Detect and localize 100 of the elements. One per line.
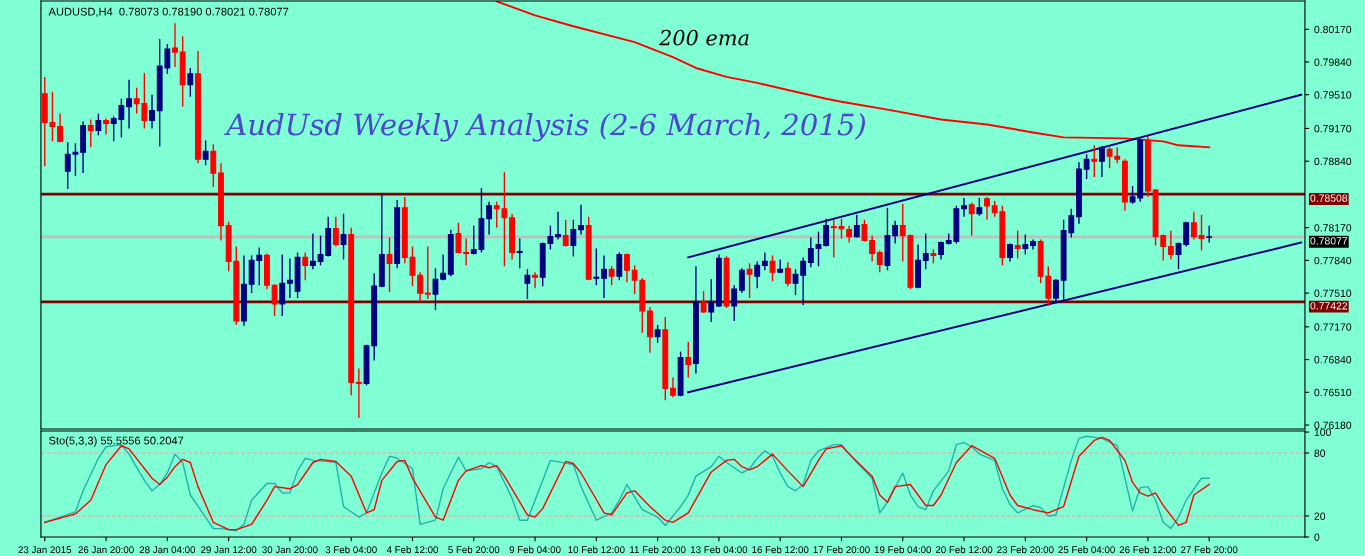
candlestick	[738, 267, 745, 294]
candlestick	[1091, 144, 1098, 178]
candlestick	[95, 112, 102, 137]
x-tick-label: 29 Jan 12:00	[201, 546, 257, 554]
candlestick	[562, 219, 569, 248]
candlestick	[1206, 224, 1213, 244]
y-tick-label: 20	[1314, 512, 1326, 520]
x-tick-label: 30 Jan 20:00	[262, 546, 318, 554]
candlestick	[570, 219, 577, 258]
ref-line-label: 0.77422	[1310, 302, 1348, 310]
ref-line-label: 0.78077	[1310, 237, 1348, 245]
candlestick	[555, 211, 561, 241]
candlestick	[784, 261, 791, 287]
y-tick-label: 0.79510	[1314, 91, 1352, 99]
x-tick-label: 17 Feb 20:00	[813, 546, 870, 554]
candlestick	[187, 67, 194, 98]
candlestick	[279, 253, 286, 317]
y-tick-label: 0.77170	[1314, 323, 1352, 331]
y-tick-label: 0	[1314, 533, 1320, 541]
y-tick-label: 0.78840	[1314, 157, 1352, 166]
y-tick-label: 0.80170	[1314, 25, 1352, 34]
x-tick-label: 19 Feb 04:00	[874, 546, 932, 554]
candlestick	[172, 22, 178, 68]
y-tick-label: 100	[1314, 428, 1331, 436]
candlestick	[486, 201, 493, 236]
x-tick-label: 16 Feb 12:00	[752, 546, 809, 554]
candlestick	[624, 252, 630, 283]
candlestick	[149, 94, 155, 130]
candlestick	[578, 204, 584, 236]
candlestick	[754, 260, 761, 289]
y-tick-label: 0.79840	[1314, 58, 1352, 66]
candlestick	[271, 283, 278, 317]
candlestick	[761, 251, 768, 271]
candlestick	[984, 196, 990, 221]
candlestick	[440, 253, 447, 281]
x-tick-label: 4 Feb 12:00	[386, 546, 439, 554]
candlestick	[731, 284, 738, 322]
x-tick-label: 20 Feb 12:00	[935, 546, 993, 554]
x-tick-label: 11 Feb 20:00	[630, 546, 686, 554]
chart-title: Sto(5,3,3) 55.5556 50.2047	[49, 436, 184, 447]
candlestick	[386, 236, 393, 293]
x-tick-label: 3 Feb 04:00	[325, 546, 377, 554]
candlestick	[1167, 229, 1174, 261]
candlestick	[700, 290, 707, 314]
x-tick-label: 13 Feb 04:00	[691, 546, 748, 554]
candlestick	[670, 376, 676, 398]
x-tick-label: 28 Jan 04:00	[139, 546, 196, 554]
candlestick	[876, 249, 883, 273]
candlestick	[861, 219, 868, 243]
x-tick-label: 26 Jan 20:00	[78, 546, 134, 554]
candlestick	[853, 214, 860, 239]
text: AudUsd Weekly Analysis (2-6 March, 2015)	[224, 112, 865, 142]
y-tick-label: 0.77510	[1314, 289, 1352, 297]
candlestick	[892, 220, 899, 245]
x-tick-label: 10 Feb 12:00	[568, 546, 625, 554]
candlestick	[616, 251, 623, 281]
x-tick-label: 23 Jan 2015	[18, 546, 72, 554]
candlestick	[593, 247, 600, 286]
candlestick	[516, 237, 523, 270]
y-tick-label: 0.76510	[1314, 388, 1352, 397]
annotation: 200 ema	[659, 29, 749, 46]
candlestick	[524, 268, 531, 300]
y-tick-label: 0.78170	[1314, 224, 1352, 232]
ref-line-label: 0.78508	[1310, 194, 1348, 202]
candlestick	[126, 79, 132, 130]
candlestick	[286, 257, 293, 299]
y-tick-label: 0.76840	[1314, 356, 1352, 364]
candlestick	[1083, 153, 1090, 180]
candlestick	[340, 213, 347, 261]
candlestick	[601, 254, 607, 299]
candlestick	[463, 237, 470, 267]
candlestick	[332, 216, 339, 248]
candlestick	[302, 251, 309, 281]
candlestick	[202, 139, 209, 166]
y-tick-label: 0.77840	[1314, 256, 1352, 265]
x-tick-label: 25 Feb 04:00	[1058, 546, 1115, 554]
candlestick	[424, 245, 431, 300]
x-tick-label: 23 Feb 20:00	[997, 546, 1054, 554]
x-tick-label: 26 Feb 12:00	[1119, 546, 1177, 554]
y-tick-label: 0.79170	[1314, 124, 1352, 133]
x-tick-label: 5 Feb 20:00	[448, 546, 500, 554]
candlestick	[961, 197, 967, 218]
candlestick	[685, 341, 692, 379]
y-tick-label: 80	[1314, 449, 1326, 457]
candlestick	[455, 221, 462, 255]
candlestick	[1099, 145, 1105, 178]
candlestick	[1014, 229, 1021, 260]
candlestick	[708, 278, 715, 323]
candlestick	[769, 254, 776, 282]
candlestick	[103, 117, 109, 136]
candlestick	[355, 367, 362, 419]
text: AUDUSD,H4 0.78073 0.78190 0.78021 0.78077	[48, 7, 289, 17]
candlestick	[87, 118, 94, 149]
candlestick	[210, 143, 217, 188]
candlestick	[432, 267, 439, 311]
x-tick-label: 9 Feb 04:00	[509, 546, 561, 554]
candlestick	[608, 265, 615, 286]
x-tick-label: 27 Feb 20:00	[1181, 546, 1238, 554]
candlestick	[869, 234, 876, 263]
candlestick	[746, 262, 753, 299]
